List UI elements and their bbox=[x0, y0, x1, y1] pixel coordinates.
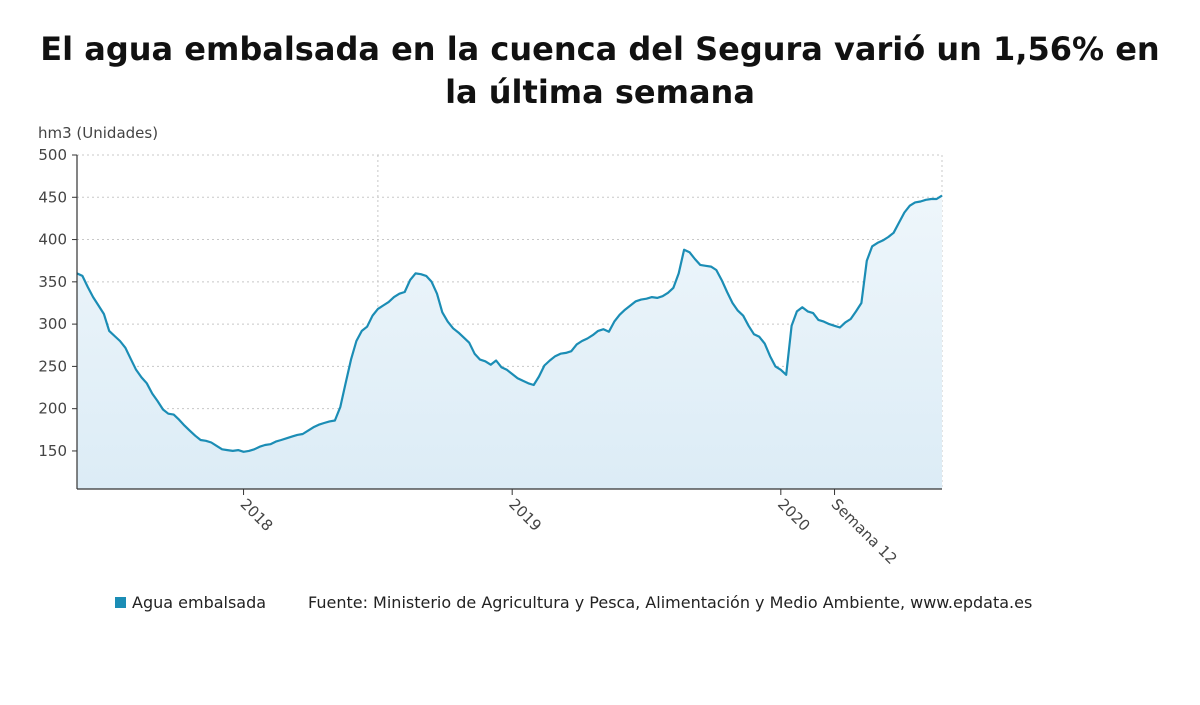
x-tick-label-1: 2019 bbox=[505, 495, 545, 535]
y-tick-label-500: 500 bbox=[38, 146, 67, 164]
legend-label-agua-embalsada: Agua embalsada bbox=[132, 593, 267, 612]
legend-swatch bbox=[115, 597, 126, 608]
x-tick-label-0: 2018 bbox=[237, 495, 277, 535]
y-tick-label-200: 200 bbox=[38, 400, 67, 418]
y-tick-label-300: 300 bbox=[38, 315, 67, 333]
source-note: Fuente: Ministerio de Agricultura y Pesc… bbox=[308, 593, 1033, 612]
y-tick-label-250: 250 bbox=[38, 357, 67, 375]
x-tick-label-2: 2020 bbox=[774, 495, 814, 535]
axes bbox=[72, 154, 942, 495]
x-tick-labels: 2018 2019 2020 Semana 12 bbox=[237, 495, 901, 568]
y-axis-label: hm3 (Unidades) bbox=[38, 124, 159, 142]
legend: Agua embalsada bbox=[115, 593, 266, 612]
y-tick-labels: 150 200 250 300 350 400 450 500 bbox=[38, 146, 67, 460]
chart-title: El agua embalsada en la cuenca del Segur… bbox=[40, 30, 1160, 111]
series-area-fill bbox=[77, 195, 942, 489]
x-tick-label-3: Semana 12 bbox=[828, 495, 901, 568]
y-tick-label-450: 450 bbox=[38, 188, 67, 206]
series-line-agua-embalsada bbox=[76, 194, 943, 453]
chart-area: 150 200 250 300 350 400 450 500 2018 2019 2020 Sem… bbox=[38, 146, 943, 568]
y-tick-label-350: 350 bbox=[38, 273, 67, 291]
y-tick-label-150: 150 bbox=[38, 442, 67, 460]
y-tick-label-400: 400 bbox=[38, 231, 67, 249]
